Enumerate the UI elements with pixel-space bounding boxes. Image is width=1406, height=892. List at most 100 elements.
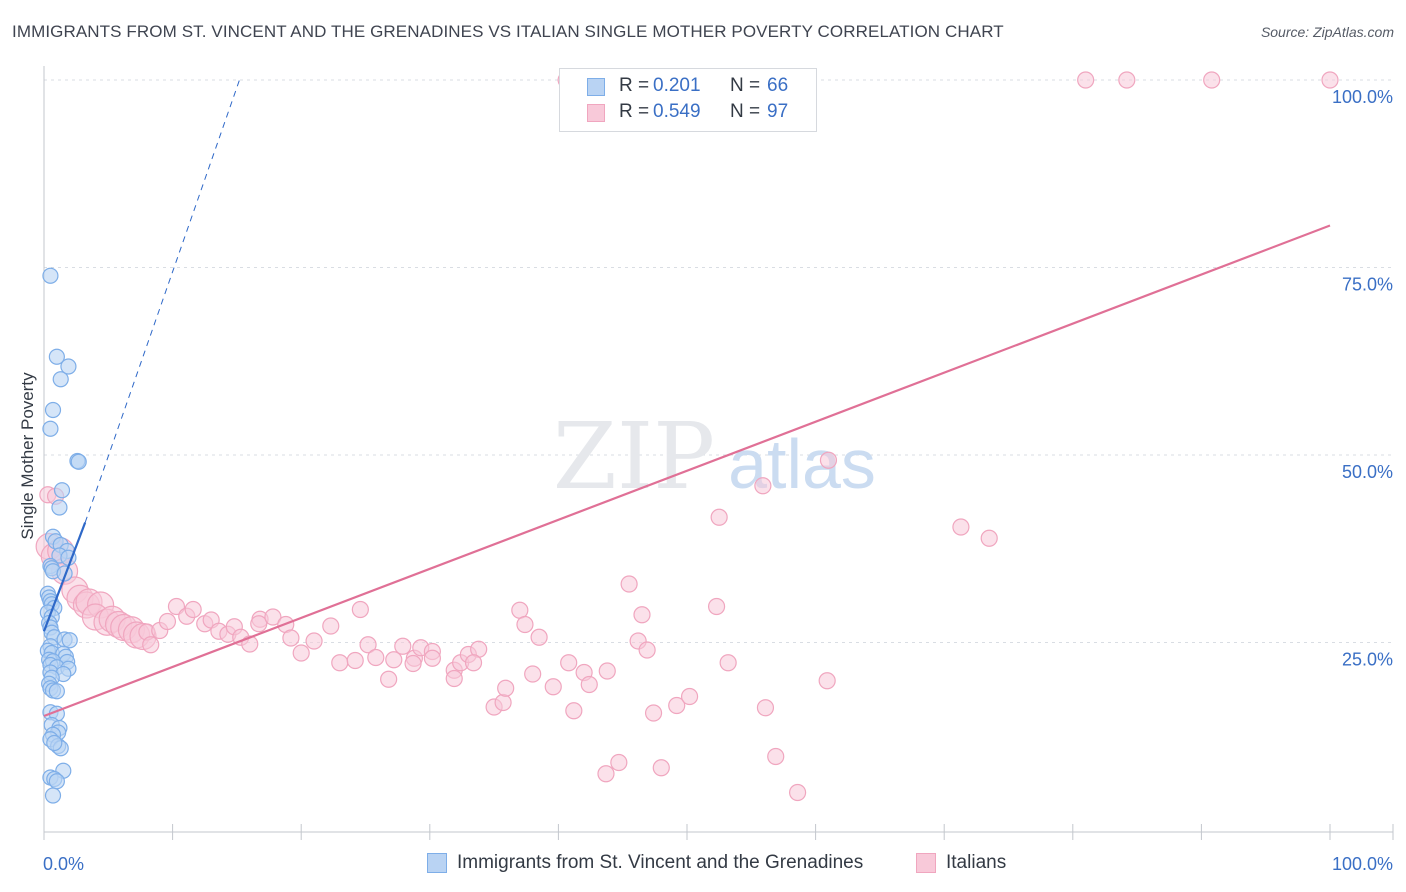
italians-point: [367, 648, 385, 667]
legend-pink-swatch: [916, 853, 936, 873]
italians-point: [445, 669, 463, 688]
italians-point: [1321, 71, 1339, 89]
italians-point: [756, 699, 775, 717]
italians-point: [952, 518, 970, 536]
italians-point: [597, 765, 615, 783]
legend-label: Italians: [946, 852, 1007, 873]
immigrants-point: [60, 358, 77, 375]
immigrants-regression-extension: [84, 79, 240, 523]
italians-point: [544, 678, 562, 696]
italians-point: [524, 665, 542, 683]
regression-lines: [42, 79, 1331, 718]
italians-point: [530, 628, 548, 646]
watermark-zip: ZIP: [553, 403, 715, 510]
italians-point: [754, 477, 772, 495]
italians-point: [305, 632, 323, 650]
tick-labels: 25.0% 50.0% 75.0% 100.0% 0.0% 100.0%: [43, 87, 1393, 874]
italians-point: [494, 693, 512, 712]
italians-regression-line: [43, 224, 1331, 718]
n-value: 66: [767, 75, 789, 96]
italians-point: [819, 451, 838, 469]
italians-point: [652, 759, 670, 777]
y-tick-label: 75.0%: [1342, 275, 1393, 295]
italians-point: [1118, 71, 1136, 89]
italians-point: [351, 600, 369, 619]
italians-point: [610, 753, 628, 772]
italians-point: [158, 612, 177, 631]
immigrants-regression-line: [42, 522, 87, 632]
italians-point: [598, 662, 616, 680]
italians-point: [620, 575, 638, 593]
italians-point: [668, 696, 686, 715]
stats-row-blue: R = 0.201 N = 66: [560, 74, 816, 100]
x-tick-label: 100.0%: [1332, 854, 1393, 874]
immigrants-point: [44, 401, 62, 419]
italians-point: [385, 651, 403, 669]
italians-point: [331, 654, 349, 672]
italians-point: [464, 654, 483, 672]
italians-point: [680, 687, 699, 706]
pink-swatch: [587, 104, 605, 122]
italians-point: [638, 641, 656, 659]
legend-blue-swatch: [427, 853, 447, 873]
italians-point: [719, 654, 737, 672]
immigrants-point: [70, 453, 87, 470]
blue-swatch: [587, 78, 605, 96]
italians-point: [1203, 71, 1221, 89]
italians-point: [423, 649, 441, 667]
immigrants-point: [48, 348, 65, 365]
n-label: N =: [730, 75, 761, 96]
immigrants-point: [44, 787, 62, 804]
immigrants-point: [46, 734, 63, 752]
italians-point: [282, 629, 300, 647]
italians-point: [184, 600, 202, 619]
watermark-atlas: atlas: [728, 425, 876, 503]
immigrants-point: [52, 371, 69, 388]
r-value: 0.549: [653, 101, 701, 122]
y-tick-label: 25.0%: [1342, 650, 1393, 670]
italians-point: [497, 679, 515, 697]
immigrants-point: [42, 420, 59, 437]
y-tick-label: 50.0%: [1342, 462, 1393, 482]
italians-point: [511, 601, 529, 619]
r-label: R =: [619, 101, 650, 122]
italians-point: [788, 783, 807, 802]
immigrants-point: [61, 632, 78, 649]
italians-point: [380, 670, 398, 688]
n-value: 97: [767, 101, 789, 122]
italians-point: [394, 637, 412, 655]
r-value: 0.201: [653, 75, 701, 96]
r-label: R =: [619, 75, 650, 96]
italians-point: [346, 651, 364, 670]
italians-point: [264, 608, 282, 626]
italians-point: [1077, 71, 1095, 89]
italians-point: [767, 747, 785, 766]
immigrants-point: [48, 683, 65, 700]
stats-box: R = 0.201 N = 66 R = 0.549 N = 97: [559, 68, 817, 132]
axes: [43, 66, 1394, 840]
italians-point: [710, 508, 728, 526]
legend-label: Immigrants from St. Vincent and the Gren…: [457, 852, 864, 873]
italians-point: [560, 654, 578, 672]
italians-point: [633, 606, 651, 624]
immigrants-point: [42, 267, 59, 284]
italians-point: [250, 615, 268, 633]
italians-point: [980, 529, 998, 547]
watermark: ZIP atlas: [553, 403, 876, 510]
italians-point: [516, 615, 534, 634]
n-label: N =: [730, 101, 761, 122]
y-axis-label: Single Mother Poverty: [18, 372, 37, 540]
italians-point: [359, 636, 377, 654]
italians-point: [565, 702, 583, 720]
italians-point: [322, 617, 340, 635]
y-tick-label: 100.0%: [1332, 87, 1393, 107]
svg-immigrants-points: [39, 267, 87, 804]
immigrants-point: [53, 482, 71, 499]
grid-lines: [44, 79, 1393, 643]
italians-point: [404, 654, 422, 673]
italians-point: [818, 672, 836, 690]
italians-point: [707, 597, 726, 616]
italians-point: [580, 675, 598, 694]
chart-title: IMMIGRANTS FROM ST. VINCENT AND THE GREN…: [12, 22, 1004, 41]
